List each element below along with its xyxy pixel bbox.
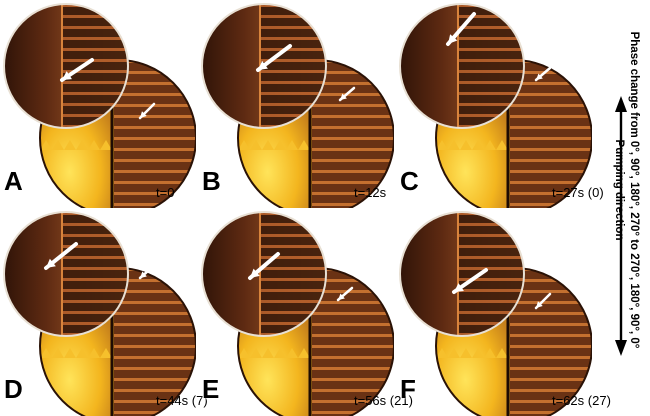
magnifier-inset xyxy=(399,211,525,337)
small-arrow-icon xyxy=(138,262,158,280)
small-arrow-icon xyxy=(338,86,356,102)
wafer-micrograph xyxy=(3,3,196,208)
small-arrow-icon xyxy=(534,66,552,82)
particle-arrow-icon xyxy=(44,242,78,270)
side-text: Phase change from 0°, 90°, 180°, 270° to… xyxy=(611,32,641,349)
wafer-micrograph xyxy=(201,3,394,208)
particle-arrow-icon xyxy=(256,44,292,72)
particle-arrow-icon xyxy=(446,12,476,46)
particle-arrow-icon xyxy=(452,268,488,294)
particle-arrow-icon xyxy=(60,58,94,82)
phase-change-text: Phase change from 0°, 90°, 180°, 270° to… xyxy=(628,31,640,349)
image-grid: A t=0 B t=12s C t=27s (0) D t=44s (7) E … xyxy=(0,0,611,416)
pumping-direction-text: Pumping direction xyxy=(613,139,625,241)
panel-label: F xyxy=(400,374,416,404)
panel-label: C xyxy=(400,166,419,196)
side-annotation: Phase change from 0°, 90°, 180°, 270° to… xyxy=(602,0,650,416)
panel-time: t=27s (0) xyxy=(552,185,604,200)
wafer-micrograph xyxy=(201,211,394,416)
panel-time: t=62s (27) xyxy=(552,393,611,408)
panel-time: t=12s xyxy=(354,185,387,200)
small-arrow-icon xyxy=(138,102,156,120)
double-arrow-icon xyxy=(615,96,627,356)
panel-c: C t=27s (0) xyxy=(396,0,604,208)
small-arrow-icon xyxy=(534,292,552,310)
panel-a: A t=0 xyxy=(0,0,196,208)
panel-b: B t=12s xyxy=(198,0,394,208)
panel-label: B xyxy=(202,166,221,196)
panel-time: t=0 xyxy=(156,185,175,200)
magnifier-inset xyxy=(3,211,129,337)
wafer-micrograph xyxy=(399,211,592,416)
wafer-micrograph xyxy=(399,3,592,208)
panel-time: t=44s (7) xyxy=(156,393,208,408)
particle-arrow-icon xyxy=(248,252,280,280)
panel-f: F t=62s (27) xyxy=(396,208,611,416)
wafer-micrograph xyxy=(3,211,196,416)
panel-label: E xyxy=(202,374,220,404)
panel-e: E t=56s (21) xyxy=(198,208,413,416)
panel-label: D xyxy=(4,374,23,404)
small-arrow-icon xyxy=(336,286,354,302)
panel-time: t=56s (21) xyxy=(354,393,413,408)
panel-label: A xyxy=(4,166,23,196)
panel-d: D t=44s (7) xyxy=(0,208,208,416)
